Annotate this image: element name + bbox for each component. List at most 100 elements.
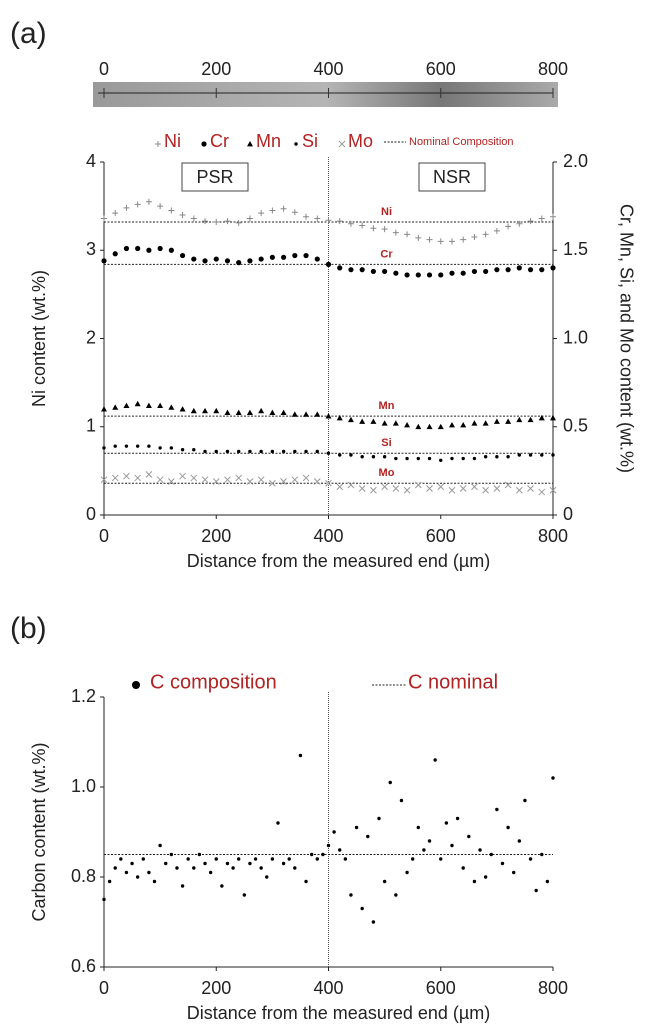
- marker: [527, 485, 534, 492]
- x-tick-label: 600: [426, 978, 456, 998]
- marker: [269, 254, 275, 260]
- marker: [427, 839, 432, 843]
- y2-tick-label: 0: [563, 504, 573, 524]
- y-tick-label: 1.2: [71, 686, 96, 706]
- marker: [147, 870, 151, 875]
- marker: [325, 261, 332, 267]
- marker: [203, 449, 207, 454]
- marker: [280, 205, 287, 212]
- marker: [225, 861, 230, 866]
- marker: [326, 843, 331, 848]
- y2-tick-label: 2.0: [563, 151, 588, 171]
- marker: [303, 252, 309, 259]
- legend-marker: [201, 141, 207, 147]
- legend-marker: [338, 140, 346, 148]
- marker: [371, 455, 376, 459]
- marker: [168, 404, 175, 410]
- marker: [169, 852, 174, 857]
- marker: [235, 474, 243, 482]
- marker: [130, 861, 134, 866]
- marker: [134, 400, 141, 407]
- y2-tick-label: 1.0: [563, 327, 588, 347]
- reference-name: Cr: [380, 248, 393, 260]
- marker: [101, 258, 107, 264]
- marker: [427, 456, 432, 461]
- marker: [190, 407, 197, 414]
- marker: [455, 816, 460, 821]
- marker: [388, 780, 392, 785]
- marker: [426, 272, 433, 278]
- marker: [405, 870, 409, 875]
- legend-label: Ni: [164, 131, 181, 151]
- marker: [360, 455, 364, 459]
- marker: [471, 420, 478, 426]
- marker: [494, 267, 500, 273]
- marker: [325, 217, 332, 224]
- y-tick-label: 0.6: [71, 956, 96, 976]
- marker: [102, 897, 106, 902]
- legend-label: Mn: [256, 131, 281, 151]
- marker: [179, 472, 186, 480]
- marker: [270, 857, 275, 861]
- marker: [483, 455, 488, 459]
- marker: [298, 753, 303, 758]
- marker: [325, 413, 332, 419]
- marker: [534, 888, 538, 893]
- marker: [315, 857, 319, 861]
- marker: [123, 245, 130, 252]
- marker: [460, 421, 467, 428]
- marker: [359, 267, 365, 273]
- marker: [168, 247, 174, 253]
- marker: [404, 272, 410, 278]
- marker: [493, 227, 500, 234]
- marker: [269, 479, 276, 487]
- marker: [371, 920, 376, 924]
- marker: [382, 455, 387, 459]
- marker: [304, 449, 308, 454]
- marker: [158, 843, 162, 848]
- marker: [179, 211, 186, 218]
- legend-label: Cr: [210, 131, 229, 151]
- marker: [246, 409, 253, 416]
- x-axis-title: Distance from the measured end (µm): [187, 1003, 491, 1023]
- marker: [482, 486, 490, 494]
- legend-marker: [294, 142, 298, 146]
- marker: [338, 848, 342, 852]
- marker: [482, 420, 489, 426]
- marker: [495, 807, 499, 812]
- marker: [347, 416, 354, 423]
- marker: [291, 411, 298, 417]
- marker: [370, 225, 377, 232]
- marker: [314, 215, 321, 222]
- y2-tick-label: 1.5: [563, 239, 588, 259]
- marker: [270, 449, 275, 454]
- marker: [512, 870, 516, 875]
- marker: [394, 456, 398, 461]
- marker: [540, 852, 544, 857]
- marker: [314, 256, 320, 262]
- marker: [134, 201, 141, 208]
- marker: [439, 857, 443, 861]
- marker: [280, 409, 287, 416]
- marker: [493, 485, 501, 492]
- marker: [393, 270, 399, 276]
- marker: [157, 402, 164, 408]
- region-box: [181, 162, 249, 192]
- x-tick-label: 0: [99, 978, 109, 998]
- marker: [314, 411, 321, 417]
- marker: [100, 476, 108, 484]
- marker: [326, 451, 331, 455]
- marker: [248, 449, 252, 454]
- x-tick-label: 800: [538, 978, 568, 998]
- marker: [113, 866, 117, 870]
- marker: [433, 758, 437, 762]
- micrograph-tick-label: 0: [99, 59, 109, 79]
- marker: [472, 456, 477, 461]
- marker: [257, 476, 265, 484]
- marker: [478, 848, 482, 852]
- marker: [392, 229, 399, 236]
- marker: [112, 210, 119, 217]
- marker: [134, 474, 142, 482]
- marker: [426, 485, 433, 492]
